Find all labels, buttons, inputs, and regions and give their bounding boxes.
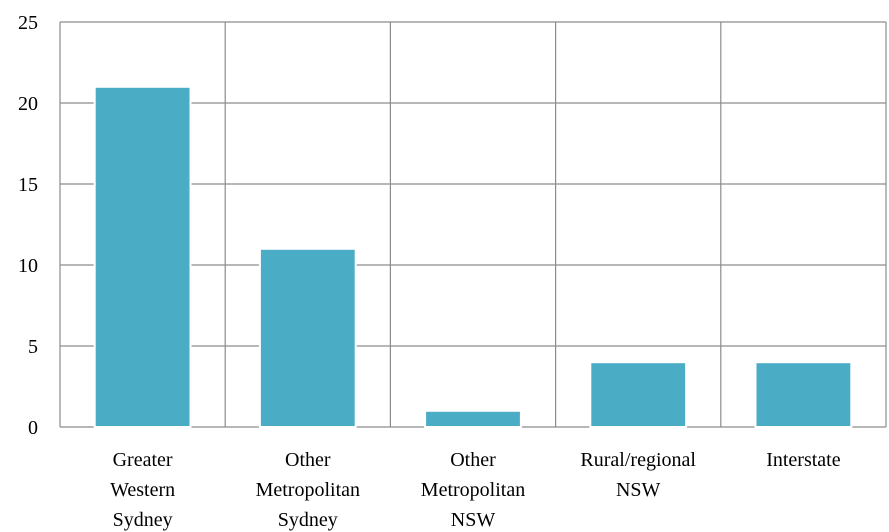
- bar: [589, 361, 688, 429]
- bar: [93, 85, 192, 429]
- y-tick-label: 10: [18, 255, 38, 277]
- bar: [754, 361, 853, 429]
- y-tick-label: 5: [28, 336, 38, 358]
- x-category-label: Interstate: [766, 449, 841, 471]
- x-category-label: NSW: [451, 509, 496, 531]
- x-category-label: Greater: [113, 449, 173, 471]
- x-category-label: Other: [285, 449, 331, 471]
- x-category-label: Rural/regional: [580, 449, 696, 471]
- y-tick-label: 20: [18, 93, 38, 115]
- y-tick-label: 25: [18, 12, 38, 34]
- x-category-label: Sydney: [113, 509, 173, 531]
- y-tick-label: 0: [28, 417, 38, 439]
- bars: [93, 85, 853, 429]
- y-tick-label: 15: [18, 174, 38, 196]
- y-axis-ticks: 0 5 10 15 20 25: [18, 12, 38, 439]
- x-category-label: Metropolitan: [256, 479, 360, 501]
- x-axis-categories: Greater Western Sydney Other Metropolitan Syd…: [110, 449, 841, 531]
- x-category-label: Metropolitan: [421, 479, 525, 501]
- x-category-label: Other: [450, 449, 496, 471]
- x-category-label: Western: [110, 479, 175, 501]
- x-category-label: NSW: [616, 479, 661, 501]
- grid: [59, 21, 887, 428]
- bar: [258, 247, 357, 428]
- bar: [424, 409, 522, 428]
- x-category-label: Sydney: [278, 509, 338, 531]
